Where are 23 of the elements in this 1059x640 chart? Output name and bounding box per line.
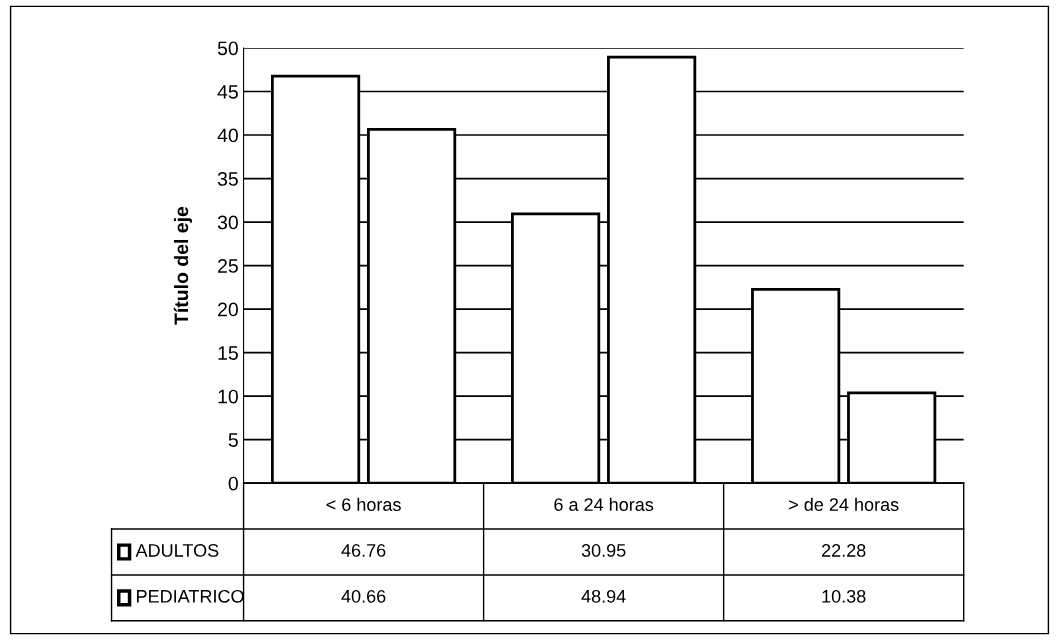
x-tick-label: < 6 horas	[326, 497, 401, 511]
y-axis-title: Título del eje	[173, 206, 193, 325]
y-tick-label: 50	[217, 41, 238, 56]
y-tick-label: 0	[228, 476, 238, 491]
y-tick-label: 5	[228, 433, 238, 447]
data-label: 48.94	[581, 589, 626, 603]
data-label: 30.95	[581, 544, 626, 557]
y-tick-label: 25	[218, 259, 238, 273]
data-label: 10.38	[822, 589, 866, 603]
x-tick-label: > de 24 horas	[789, 497, 899, 511]
data-label: 22.28	[821, 544, 866, 557]
y-tick-label: 15	[218, 346, 238, 360]
data-label: 46.76	[341, 544, 386, 557]
y-tick-label: 40	[217, 128, 238, 143]
y-tick-label: 35	[217, 172, 238, 186]
y-tick-label: 20	[218, 302, 238, 317]
data-label: 40.66	[341, 589, 386, 603]
y-tick-label: 45	[217, 85, 238, 99]
x-tick-label: 6 a 24 horas	[554, 497, 654, 511]
legend-label: PEDIATRICO	[137, 589, 244, 603]
y-tick-label: 10	[218, 389, 238, 404]
legend-label: ADULTOS	[135, 544, 219, 557]
y-tick-label: 30	[217, 215, 238, 230]
